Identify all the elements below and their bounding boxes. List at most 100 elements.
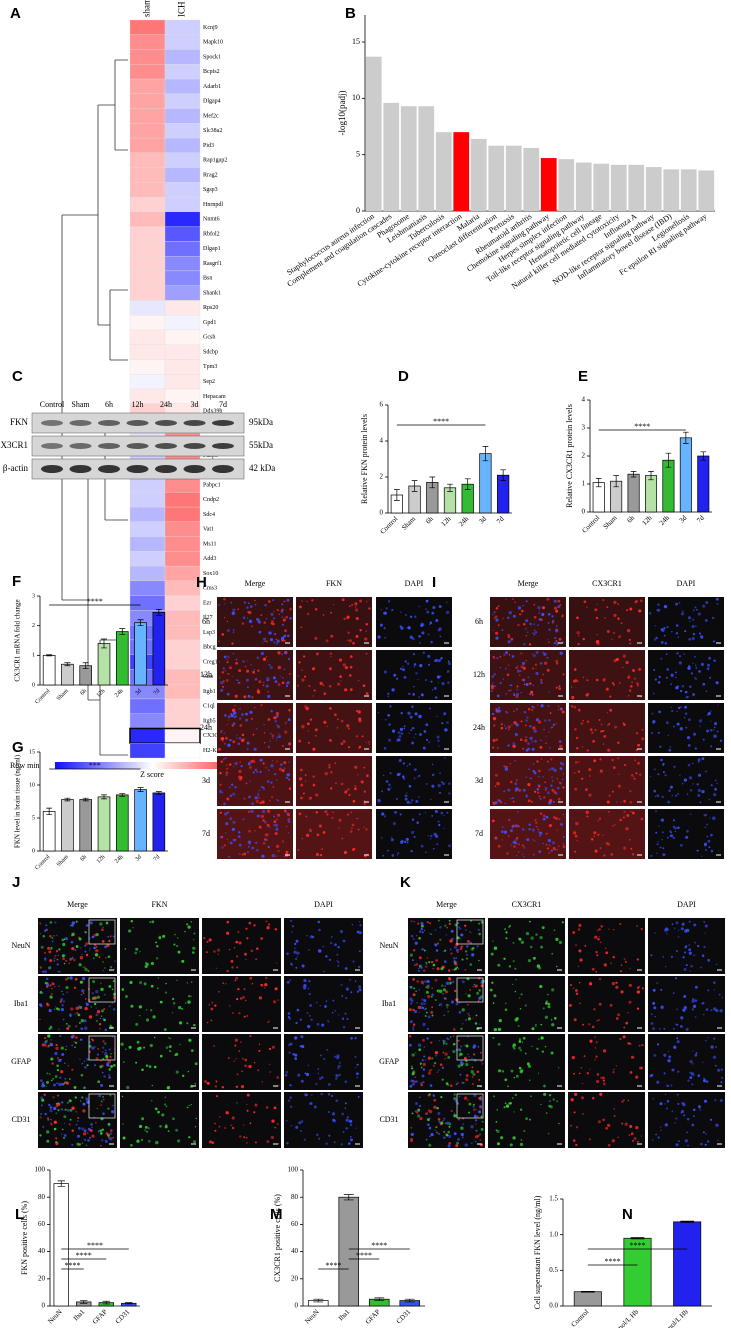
cell-signal [654,932,656,934]
cell-signal [531,801,533,803]
cell-signal [385,719,387,721]
cell-signal [537,964,540,967]
cell-signal [526,660,527,661]
cell-signal [439,636,441,638]
cell-signal [472,1076,474,1078]
cell-signal [57,1069,59,1071]
cell-signal [665,1094,666,1095]
cell-signal [677,1071,679,1073]
cell-signal [415,990,417,992]
cell-signal [304,676,306,678]
cell-signal [523,856,525,858]
cell-signal [428,1015,431,1018]
cell-signal [262,810,265,813]
cell-signal [397,738,399,740]
cell-signal [545,1002,548,1005]
cell-signal [680,844,683,847]
cell-signal [330,771,333,774]
cell-signal [412,727,414,729]
cell-signal [539,835,541,837]
cell-signal [397,854,398,855]
cell-signal [259,802,261,804]
cell-signal [689,1072,691,1074]
cell-signal [460,1028,462,1030]
cell-signal [310,718,312,720]
cell-signal [235,662,238,665]
y-axis-label: FKN level in brain tissue (ng/ml) [14,754,22,848]
cell-signal [276,962,277,963]
cell-signal [347,1116,349,1118]
cell-signal [80,1039,82,1041]
cell-signal [222,982,224,984]
cell-signal [247,618,248,619]
cell-signal [721,1077,723,1079]
stain-haze [296,650,372,700]
cell-signal [451,930,454,933]
cell-signal [693,1109,696,1112]
cell-signal [70,1119,72,1121]
cell-signal [42,1082,45,1085]
gene-label: Dlgap1 [203,246,221,252]
cell-signal [226,679,229,682]
cell-signal [109,1137,112,1140]
cell-signal [139,981,142,984]
cell-signal [631,1056,634,1059]
cell-signal [573,988,575,990]
cell-signal [221,737,224,740]
cell-signal [705,601,708,604]
cell-signal [713,1056,716,1059]
cell-signal [639,1045,641,1047]
cell-signal [641,737,644,740]
cell-signal [344,851,347,854]
cell-signal [235,941,238,944]
cell-signal [259,631,262,634]
cell-signal [357,818,358,819]
cell-signal [41,1105,42,1106]
cell-signal [551,1052,554,1055]
cell-signal [61,1004,64,1007]
cell-signal [414,616,416,618]
cell-signal [438,745,439,746]
cell-signal [543,796,545,798]
cell-signal [505,1102,507,1104]
cell-signal [218,604,220,606]
cell-signal [286,1120,287,1121]
cell-signal [44,970,47,973]
cell-signal [692,625,695,628]
cell-signal [465,993,466,994]
cell-signal [276,779,277,780]
cell-signal [426,991,429,994]
cell-signal [495,637,498,640]
cell-signal [232,828,235,831]
cell-signal [607,749,610,752]
cell-signal [280,676,281,677]
cell-signal [75,1096,77,1098]
blot-row-label: CX3CR1 [0,440,28,450]
cell-signal [110,1132,113,1135]
cell-signal [272,734,275,737]
cell-signal [286,812,289,815]
cell-signal [106,922,109,925]
cell-signal [386,607,388,609]
cell-signal [80,1027,83,1030]
cell-signal [341,720,344,723]
cell-signal [264,742,265,743]
cell-signal [571,696,574,699]
cell-signal [456,949,459,952]
cell-signal [554,642,556,644]
cell-signal [507,789,510,792]
cell-signal [684,717,685,718]
cell-signal [71,1044,73,1046]
bar [471,139,487,211]
cell-signal [64,1134,67,1137]
cell-signal [55,1137,57,1139]
cell-signal [500,656,502,658]
cell-signal [693,1115,695,1117]
cell-signal [417,1114,420,1117]
cell-signal [260,937,263,940]
cell-signal [612,682,614,684]
cell-signal [349,639,352,642]
cell-signal [241,713,244,716]
cell-signal [582,746,584,748]
cell-signal [57,1057,59,1059]
